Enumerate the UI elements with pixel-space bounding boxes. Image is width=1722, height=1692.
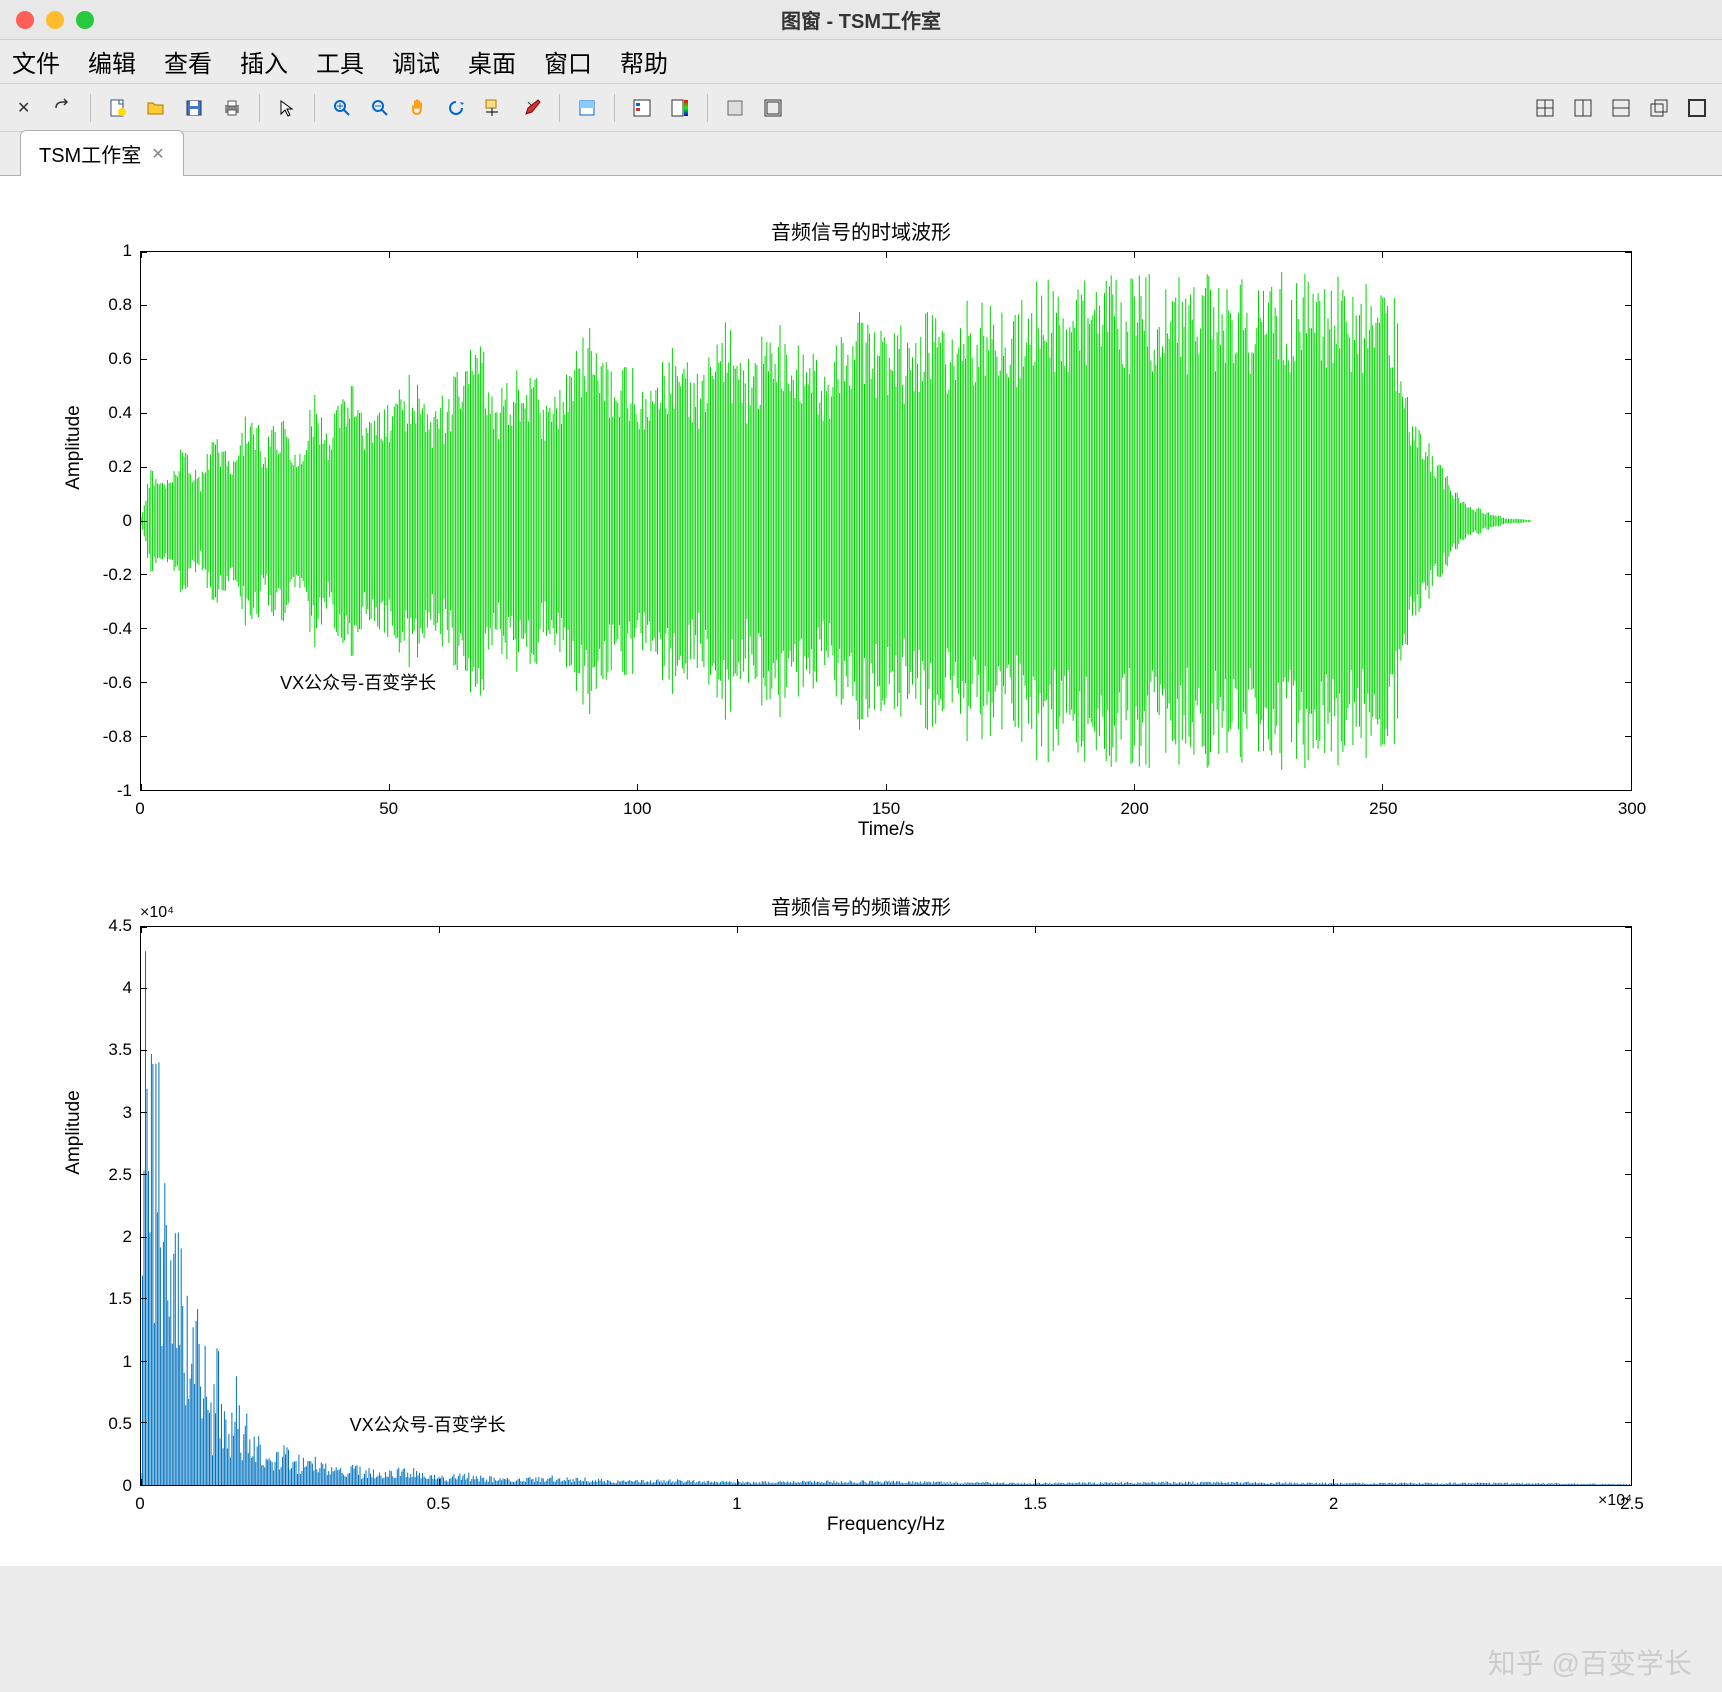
ytick: -0.4: [103, 619, 140, 639]
window-title: 图窗 - TSM工作室: [781, 5, 941, 34]
menu-insert[interactable]: 插入: [240, 44, 288, 79]
menu-tools[interactable]: 工具: [316, 44, 364, 79]
split-h-icon[interactable]: [1604, 91, 1638, 125]
menu-help[interactable]: 帮助: [620, 44, 668, 79]
plot1-axes[interactable]: VX公众号-百变学长: [140, 251, 1632, 791]
ytick: 4: [123, 978, 140, 998]
close-window-icon[interactable]: [16, 11, 34, 29]
toolbar: ✕: [0, 84, 1722, 132]
ytick: 0.4: [108, 403, 140, 423]
ytick: 3: [123, 1103, 140, 1123]
new-icon[interactable]: [101, 91, 135, 125]
zoom-window-icon[interactable]: [76, 11, 94, 29]
zoom-in-icon[interactable]: [325, 91, 359, 125]
undo-icon[interactable]: ✕: [8, 91, 42, 125]
tab-label: TSM工作室: [39, 139, 141, 168]
ytick: 3.5: [108, 1040, 140, 1060]
xtick: 2: [1329, 1486, 1338, 1514]
print-icon[interactable]: [215, 91, 249, 125]
xtick: 150: [872, 791, 900, 819]
watermark: 知乎 @百变学长: [1488, 1642, 1692, 1682]
spectrum-plot: [141, 927, 1631, 1485]
insert-colorbar-icon[interactable]: [663, 91, 697, 125]
ytick: 0.6: [108, 349, 140, 369]
xtick: 2.5: [1620, 1486, 1644, 1514]
waveform-plot: [141, 252, 1631, 790]
xtick: 200: [1120, 791, 1148, 819]
ytick: -0.6: [103, 673, 140, 693]
grid-icon[interactable]: [1528, 91, 1562, 125]
ytick: 0.5: [108, 1414, 140, 1434]
minimize-window-icon[interactable]: [46, 11, 64, 29]
plot2-xlabel: Frequency/Hz: [140, 1514, 1632, 1536]
plot1-title: 音频信号的时域波形: [60, 216, 1662, 245]
titlebar: 图窗 - TSM工作室: [0, 0, 1722, 40]
ytick: 0.8: [108, 295, 140, 315]
rotate-icon[interactable]: [439, 91, 473, 125]
brush-icon[interactable]: [515, 91, 549, 125]
ytick: 1.5: [108, 1289, 140, 1309]
plot1-xlabel: Time/s: [140, 819, 1632, 841]
window-controls: [16, 11, 94, 29]
ytick: -0.8: [103, 727, 140, 747]
ytick: 4.5: [108, 916, 140, 936]
ytick: 0.2: [108, 457, 140, 477]
xtick: 0: [135, 791, 144, 819]
tabbar: TSM工作室 ✕: [0, 132, 1722, 176]
xtick: 300: [1618, 791, 1646, 819]
xtick: 0: [135, 1486, 144, 1514]
tab-tsm[interactable]: TSM工作室 ✕: [20, 130, 184, 176]
link-icon[interactable]: [718, 91, 752, 125]
colorbar-icon[interactable]: [570, 91, 604, 125]
menu-view[interactable]: 查看: [164, 44, 212, 79]
ytick: 2: [123, 1227, 140, 1247]
insert-legend-icon[interactable]: [625, 91, 659, 125]
pointer-icon[interactable]: [270, 91, 304, 125]
xtick: 50: [379, 791, 398, 819]
ytick: 1: [123, 241, 140, 261]
menu-desktop[interactable]: 桌面: [468, 44, 516, 79]
plot2-annotation: VX公众号-百变学长: [350, 1411, 506, 1437]
save-icon[interactable]: [177, 91, 211, 125]
plot2-ylabel: Amplitude: [63, 1090, 85, 1175]
plot2-y-exponent: ×10⁴: [140, 904, 174, 922]
redo-icon[interactable]: [46, 91, 80, 125]
plot1-annotation: VX公众号-百变学长: [280, 669, 436, 695]
ytick: 0: [123, 511, 140, 531]
ytick: 1: [123, 1352, 140, 1372]
ytick: -0.2: [103, 565, 140, 585]
xtick: 1.5: [1023, 1486, 1047, 1514]
figure-window: 图窗 - TSM工作室 文件 编辑 查看 插入 工具 调试 桌面 窗口 帮助 ✕…: [0, 0, 1722, 1566]
open-icon[interactable]: [139, 91, 173, 125]
menu-debug[interactable]: 调试: [392, 44, 440, 79]
tab-close-icon[interactable]: ✕: [151, 144, 164, 164]
maximize-icon[interactable]: [1680, 91, 1714, 125]
menu-file[interactable]: 文件: [12, 44, 60, 79]
svg-text:✕: ✕: [17, 100, 30, 117]
subplot-time-domain: 音频信号的时域波形 Amplitude -1-0.8-0.6-0.4-0.200…: [60, 216, 1662, 841]
xtick: 250: [1369, 791, 1397, 819]
subplot-frequency-domain: 音频信号的频谱波形 ×10⁴ Amplitude 0 0.5 1 1.5 2 2.5 3 3.…: [60, 891, 1662, 1536]
xtick: 100: [623, 791, 651, 819]
split-v-icon[interactable]: [1566, 91, 1600, 125]
xtick: 1: [732, 1486, 741, 1514]
menu-edit[interactable]: 编辑: [88, 44, 136, 79]
float-icon[interactable]: [1642, 91, 1676, 125]
plot2-axes[interactable]: VX公众号-百变学长: [140, 926, 1632, 1486]
menubar: 文件 编辑 查看 插入 工具 调试 桌面 窗口 帮助: [0, 40, 1722, 84]
layout-icon[interactable]: [756, 91, 790, 125]
datacursor-icon[interactable]: [477, 91, 511, 125]
plot2-title: 音频信号的频谱波形: [60, 891, 1662, 920]
figure-area: 音频信号的时域波形 Amplitude -1-0.8-0.6-0.4-0.200…: [0, 176, 1722, 1566]
menu-window[interactable]: 窗口: [544, 44, 592, 79]
plot1-ylabel: Amplitude: [63, 405, 85, 490]
ytick: 2.5: [108, 1165, 140, 1185]
zoom-out-icon[interactable]: [363, 91, 397, 125]
xtick: 0.5: [427, 1486, 451, 1514]
pan-icon[interactable]: [401, 91, 435, 125]
